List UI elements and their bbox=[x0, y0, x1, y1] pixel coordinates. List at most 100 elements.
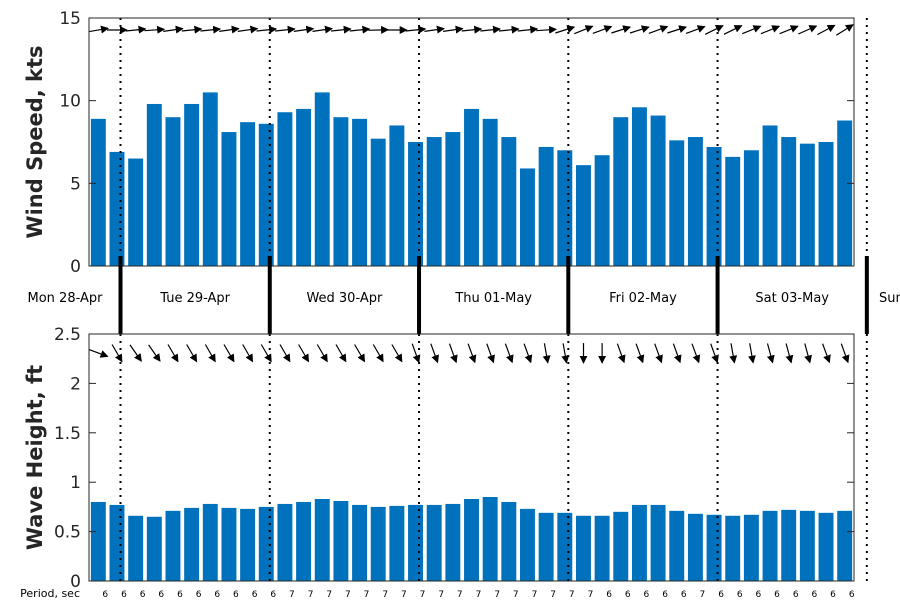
wave-ytick-label: 1 bbox=[70, 473, 81, 493]
wind-bar bbox=[631, 107, 647, 266]
period-value: 7 bbox=[532, 590, 538, 600]
wave-bar bbox=[90, 501, 106, 581]
wind-ytick-label: 5 bbox=[70, 174, 81, 194]
wave-direction-arrow bbox=[486, 343, 495, 364]
wind-direction-arrow bbox=[125, 25, 147, 34]
wind-direction-arrow bbox=[798, 25, 818, 35]
wave-bar bbox=[184, 507, 200, 581]
wind-bar bbox=[128, 158, 144, 266]
day-label: Sat 03-May bbox=[755, 291, 829, 306]
wave-bar bbox=[706, 514, 722, 581]
wind-bar bbox=[706, 146, 722, 266]
wind-ylabel: Wind Speed, kts bbox=[23, 45, 47, 238]
wave-bar bbox=[221, 507, 237, 581]
wind-bar bbox=[818, 142, 834, 266]
wind-direction-arrow bbox=[817, 24, 836, 36]
wave-direction-arrow bbox=[804, 343, 812, 364]
wave-direction-arrow bbox=[766, 343, 775, 364]
wind-bar bbox=[557, 150, 573, 266]
wave-bar bbox=[799, 510, 815, 581]
wind-bar bbox=[296, 108, 312, 267]
wave-bar bbox=[557, 512, 573, 581]
period-label: Period, sec bbox=[20, 587, 80, 600]
wind-direction-arrow bbox=[163, 25, 184, 34]
period-value: 7 bbox=[382, 590, 388, 600]
wave-axes-box bbox=[88, 333, 855, 582]
period-value: 7 bbox=[476, 590, 482, 600]
wind-direction-arrow bbox=[498, 25, 520, 34]
wave-bar bbox=[613, 511, 629, 581]
wave-bar bbox=[146, 516, 162, 581]
wind-bar bbox=[184, 103, 200, 266]
wave-direction-arrow bbox=[316, 344, 328, 363]
wave-bar bbox=[687, 513, 703, 581]
period-value: 7 bbox=[569, 590, 575, 600]
period-value: 7 bbox=[550, 590, 556, 600]
wind-direction-arrow bbox=[574, 25, 594, 35]
wave-direction-arrow bbox=[242, 344, 254, 363]
wind-direction-arrow bbox=[200, 25, 222, 34]
wave-bar bbox=[482, 497, 498, 581]
wind-direction-arrow bbox=[723, 25, 743, 35]
wave-bar bbox=[408, 504, 423, 581]
wave-direction-arrow bbox=[672, 343, 682, 364]
wave-direction-arrow bbox=[654, 343, 663, 364]
day-label: Sun bbox=[879, 291, 900, 306]
wind-bar bbox=[165, 117, 181, 266]
wave-bar bbox=[837, 510, 853, 581]
wind-direction-arrow bbox=[181, 25, 203, 34]
day-label: Wed 30-Apr bbox=[306, 291, 383, 306]
wind-bar bbox=[370, 138, 386, 266]
wave-bar bbox=[240, 508, 256, 581]
wave-direction-arrow bbox=[747, 343, 756, 364]
period-row: Period, sec 6 6 6 6 6 6 6 6 6 6 7 7 7 7 7 7 7 7 7 7 7 7 7 7 7 7 7 6 6… bbox=[20, 587, 855, 600]
wind-direction-arrow bbox=[275, 25, 296, 34]
wind-direction-arrow bbox=[592, 25, 613, 34]
wind-direction-arrow bbox=[461, 25, 483, 34]
period-value: 7 bbox=[308, 590, 314, 600]
wind-direction-arrow bbox=[256, 25, 278, 34]
wave-direction-arrow bbox=[391, 344, 403, 363]
wave-direction-arrow bbox=[785, 343, 794, 364]
wave-bar bbox=[594, 515, 610, 581]
wave-direction-arrow bbox=[448, 343, 458, 364]
wind-axes-box bbox=[88, 17, 855, 267]
wave-ytick-label: 0.5 bbox=[54, 523, 81, 543]
wind-bar bbox=[799, 143, 815, 266]
wave-bar bbox=[165, 510, 181, 581]
wave-bar bbox=[389, 505, 405, 581]
wind-bar bbox=[314, 92, 330, 267]
wave-bar bbox=[128, 515, 144, 581]
wave-direction-arrow bbox=[542, 343, 551, 364]
period-value: 6 bbox=[121, 590, 127, 600]
wind-direction-arrow bbox=[368, 25, 390, 34]
wind-direction-arrow bbox=[741, 25, 762, 35]
wave-bar bbox=[296, 501, 312, 581]
wave-bar bbox=[781, 509, 797, 581]
wave-ylabel: Wave Height, ft bbox=[23, 365, 47, 550]
wave-bar bbox=[352, 504, 368, 581]
wave-bar bbox=[669, 510, 685, 581]
wind-direction-arrow bbox=[219, 25, 240, 34]
wind-bar bbox=[258, 123, 274, 266]
wind-bar bbox=[594, 155, 610, 266]
period-value: 7 bbox=[326, 590, 332, 600]
period-value: 6 bbox=[644, 590, 650, 600]
wind-bar bbox=[445, 132, 461, 266]
wave-direction-arrow bbox=[504, 343, 514, 364]
wind-bar bbox=[202, 92, 218, 267]
wind-direction-arrow bbox=[349, 25, 371, 34]
wave-direction-arrow bbox=[467, 343, 477, 364]
wind-bar bbox=[426, 137, 442, 266]
wave-bar bbox=[109, 504, 125, 581]
wind-direction-arrow bbox=[536, 25, 557, 34]
wind-direction-arrow bbox=[760, 25, 781, 35]
day-label-band: Mon 28-Apr Tue 29-Apr Wed 30-Apr Thu 01-May… bbox=[28, 256, 900, 334]
wave-ytick-label: 2 bbox=[70, 374, 81, 394]
wind-bar bbox=[837, 120, 853, 266]
wave-direction-arrow bbox=[223, 344, 235, 363]
wave-bar bbox=[520, 508, 535, 581]
wave-ytick-label: 1.5 bbox=[54, 424, 81, 444]
wave-direction-arrow bbox=[616, 343, 626, 364]
period-value: 6 bbox=[196, 590, 202, 600]
